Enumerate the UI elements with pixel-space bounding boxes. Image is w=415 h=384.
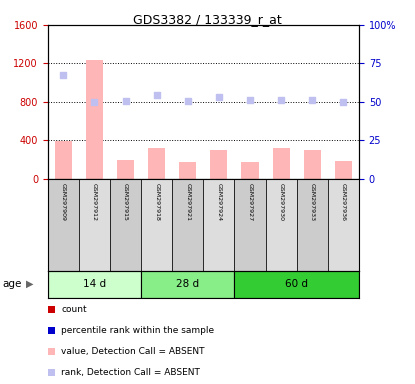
Bar xyxy=(117,161,134,179)
Text: percentile rank within the sample: percentile rank within the sample xyxy=(61,326,215,335)
Bar xyxy=(148,148,165,179)
Bar xyxy=(304,150,321,179)
Text: GSM297924: GSM297924 xyxy=(216,183,222,221)
Text: 28 d: 28 d xyxy=(176,279,199,289)
Point xyxy=(247,97,253,103)
Bar xyxy=(79,179,110,271)
Bar xyxy=(48,179,79,271)
Bar xyxy=(273,148,290,179)
Bar xyxy=(335,161,352,179)
Bar xyxy=(55,141,72,179)
Bar xyxy=(210,150,227,179)
Text: GSM297915: GSM297915 xyxy=(123,183,128,221)
Bar xyxy=(48,271,141,298)
Bar xyxy=(86,60,103,179)
Point xyxy=(309,97,315,103)
Text: GSM297933: GSM297933 xyxy=(310,183,315,221)
Point xyxy=(340,99,347,105)
Point xyxy=(91,99,98,105)
Point xyxy=(216,94,222,100)
Bar xyxy=(179,162,196,179)
Text: GSM297927: GSM297927 xyxy=(247,183,253,221)
Text: count: count xyxy=(61,305,87,314)
Text: ▶: ▶ xyxy=(26,279,33,289)
Bar xyxy=(234,179,266,271)
Bar xyxy=(141,179,172,271)
Bar xyxy=(266,179,297,271)
Text: 60 d: 60 d xyxy=(285,279,308,289)
Text: 14 d: 14 d xyxy=(83,279,106,289)
Bar xyxy=(234,271,359,298)
Text: GSM297909: GSM297909 xyxy=(61,183,66,221)
Text: age: age xyxy=(2,279,22,289)
Point xyxy=(184,98,191,104)
Bar xyxy=(141,271,234,298)
Text: GSM297912: GSM297912 xyxy=(92,183,97,221)
Point xyxy=(154,92,160,98)
Text: value, Detection Call = ABSENT: value, Detection Call = ABSENT xyxy=(61,347,205,356)
Bar xyxy=(172,179,203,271)
Bar xyxy=(110,179,141,271)
Point xyxy=(278,97,285,103)
Point xyxy=(60,72,66,78)
Text: GSM297918: GSM297918 xyxy=(154,183,159,221)
Bar xyxy=(242,162,259,179)
Point xyxy=(122,98,129,104)
Text: GDS3382 / 133339_r_at: GDS3382 / 133339_r_at xyxy=(133,13,282,26)
Text: GSM297936: GSM297936 xyxy=(341,183,346,221)
Bar xyxy=(328,179,359,271)
Text: GSM297930: GSM297930 xyxy=(278,183,284,221)
Text: GSM297921: GSM297921 xyxy=(185,183,190,221)
Bar xyxy=(297,179,328,271)
Text: rank, Detection Call = ABSENT: rank, Detection Call = ABSENT xyxy=(61,368,200,377)
Bar xyxy=(203,179,234,271)
